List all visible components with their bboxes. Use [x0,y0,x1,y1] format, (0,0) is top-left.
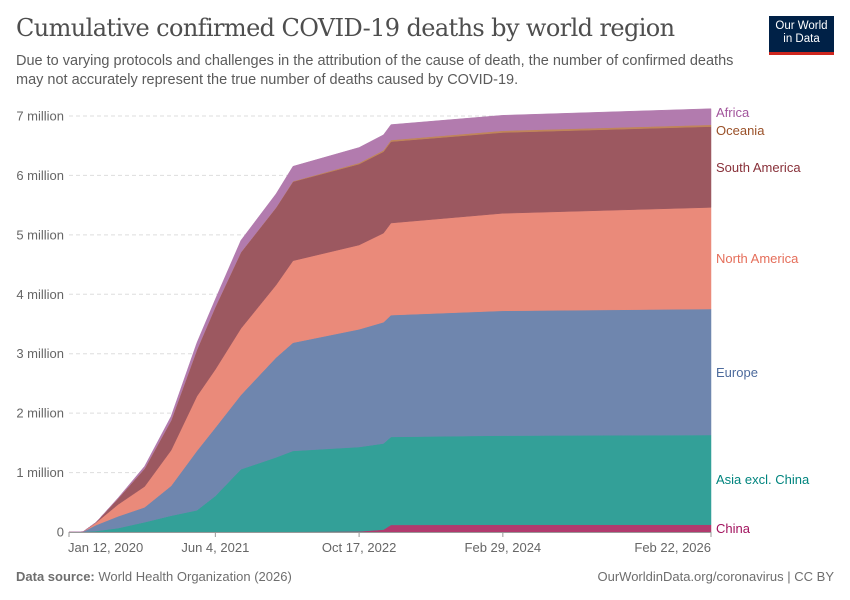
area-africa [68,108,712,533]
y-tick-label: 2 million [16,406,64,421]
x-tick-label: Jun 4, 2021 [181,540,249,555]
series-label: Africa [716,105,750,120]
x-tick-label: Jan 12, 2020 [68,540,143,555]
data-source-label: Data source: [16,569,95,584]
y-tick-label: 1 million [16,465,64,480]
data-source-value[interactable]: World Health Organization (2026) [98,569,292,584]
x-tick-label: Feb 22, 2026 [634,540,711,555]
chart-title: Cumulative confirmed COVID-19 deaths by … [16,14,675,42]
series-label: Asia excl. China [716,472,810,487]
x-tick-label: Oct 17, 2022 [322,540,396,555]
y-tick-label: 0 [57,525,64,540]
series-label: North America [716,251,799,266]
series-label: Oceania [716,123,765,138]
y-tick-label: 5 million [16,227,64,242]
logo-line-1: Our World [775,20,828,32]
logo-line-2: in Data [783,33,820,45]
chart-subtitle: Due to varying protocols and challenges … [16,53,734,88]
series-label: Europe [716,365,758,380]
owid-logo[interactable]: Our World in Data [769,16,834,55]
y-tick-label: 7 million [16,109,64,124]
y-tick-label: 4 million [16,287,64,302]
y-tick-label: 3 million [16,346,64,361]
footer-link[interactable]: OurWorldinData.org/coronavirus | CC BY [597,569,834,584]
x-tick-label: Feb 29, 2024 [465,540,542,555]
series-label: South America [716,160,801,175]
data-source: Data source: World Health Organization (… [16,569,292,584]
y-tick-label: 6 million [16,168,64,183]
series-label: China [716,521,751,536]
